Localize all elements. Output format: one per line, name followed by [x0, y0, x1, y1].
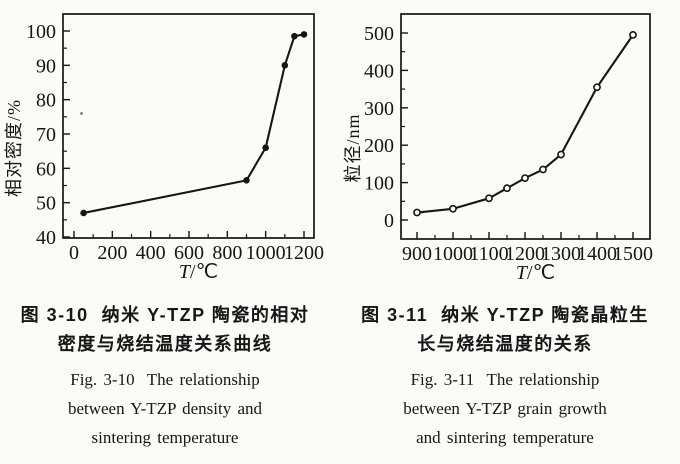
x-tick-label: 400: [136, 242, 166, 264]
filled-circle-marker: [262, 144, 269, 152]
x-tick-label: 600: [174, 242, 204, 264]
y-tick-label: 70: [36, 124, 56, 146]
caption-en-line2: between Y-TZP grain growth: [403, 399, 607, 418]
y-tick-label: 0: [384, 210, 394, 232]
open-circle-marker: [503, 184, 511, 193]
figure-3-11: 900 1000 1100 1200 1300 1400 1500 0 100 200 300 400…: [340, 0, 680, 452]
filled-circle-marker: [243, 177, 250, 184]
figure-3-11-caption: 图 3-11 纳米 Y-TZP 陶瓷晶粒生 长与烧结温度的关系 Fig. 3-1…: [340, 301, 670, 452]
caption-cn-line1: 图 3-10 纳米 Y-TZP 陶瓷的相对: [20, 305, 310, 325]
data-curve: [82, 33, 306, 215]
y-axis-label: 相对密度/%: [4, 99, 24, 197]
x-tick-label: 800: [212, 242, 242, 264]
y-tick-label: 200: [364, 135, 394, 157]
plot-frame: [400, 13, 651, 240]
y-tick-label: 100: [364, 173, 394, 195]
caption-en-line3: and sintering temperature: [416, 428, 594, 447]
caption-en-line2: between Y-TZP density and: [67, 399, 263, 418]
data-curve: [415, 33, 635, 214]
y-tick-label: 50: [36, 193, 56, 215]
caption-cn-line2: 长与烧结温度的关系: [417, 334, 593, 354]
x-tick-label: 1000: [246, 242, 286, 264]
x-tick-label: 1300: [541, 243, 581, 265]
open-circle-marker: [449, 204, 457, 213]
scan-speck: [80, 112, 83, 115]
open-circle-marker: [485, 194, 493, 203]
x-tick-label: 1200: [284, 242, 324, 264]
x-tick-label: 200: [97, 242, 127, 264]
y-tick-label: 400: [364, 60, 394, 82]
x-tick-label: 1100: [469, 243, 508, 265]
open-circle-marker: [557, 150, 565, 159]
y-tick-label: 60: [36, 158, 56, 180]
x-tick-label: 1000: [433, 243, 473, 265]
x-tick-label: 900: [402, 243, 432, 265]
y-tick-label: 40: [36, 227, 56, 249]
y-tick-label: 90: [36, 55, 56, 77]
filled-circle-marker: [281, 62, 289, 69]
x-tick-label: 1200: [505, 243, 545, 265]
open-circle-marker: [539, 165, 547, 174]
x-axis-label: T/℃: [516, 262, 555, 284]
caption-en-line1: Fig. 3-10 The relationship: [70, 370, 260, 389]
open-circle-marker: [629, 30, 637, 39]
filled-circle-marker: [300, 31, 308, 38]
open-circle-marker: [413, 208, 421, 217]
figure-3-10: 0 200 400 600 800 1000 1200 40 50 60 70 80 90 100 T/℃ 相…: [0, 0, 340, 452]
y-tick-label: 100: [26, 21, 56, 43]
caption-en-line1: Fig. 3-11 The relationship: [410, 370, 600, 389]
y-axis-label: 粒径/nm: [343, 113, 363, 182]
y-tick-label: 500: [364, 23, 394, 45]
open-circle-marker: [521, 174, 529, 183]
x-tick-label: 0: [69, 242, 79, 264]
x-tick-label: 1400: [577, 243, 617, 265]
caption-cn-line1: 图 3-11 纳米 Y-TZP 陶瓷晶粒生: [361, 305, 649, 325]
y-tick-label: 300: [364, 98, 394, 120]
caption-en-line3: sintering temperature: [91, 428, 239, 447]
caption-cn-line2: 密度与烧结温度关系曲线: [57, 334, 273, 354]
figure-3-10-caption: 图 3-10 纳米 Y-TZP 陶瓷的相对 密度与烧结温度关系曲线 Fig. 3…: [0, 301, 330, 452]
y-tick-label: 80: [36, 90, 56, 112]
filled-circle-marker: [291, 32, 298, 40]
open-circle-marker: [593, 83, 601, 92]
x-axis-label: T/℃: [179, 261, 218, 283]
plot-frame: [62, 13, 315, 239]
x-tick-label: 1500: [613, 243, 653, 265]
filled-circle-marker: [80, 209, 87, 217]
